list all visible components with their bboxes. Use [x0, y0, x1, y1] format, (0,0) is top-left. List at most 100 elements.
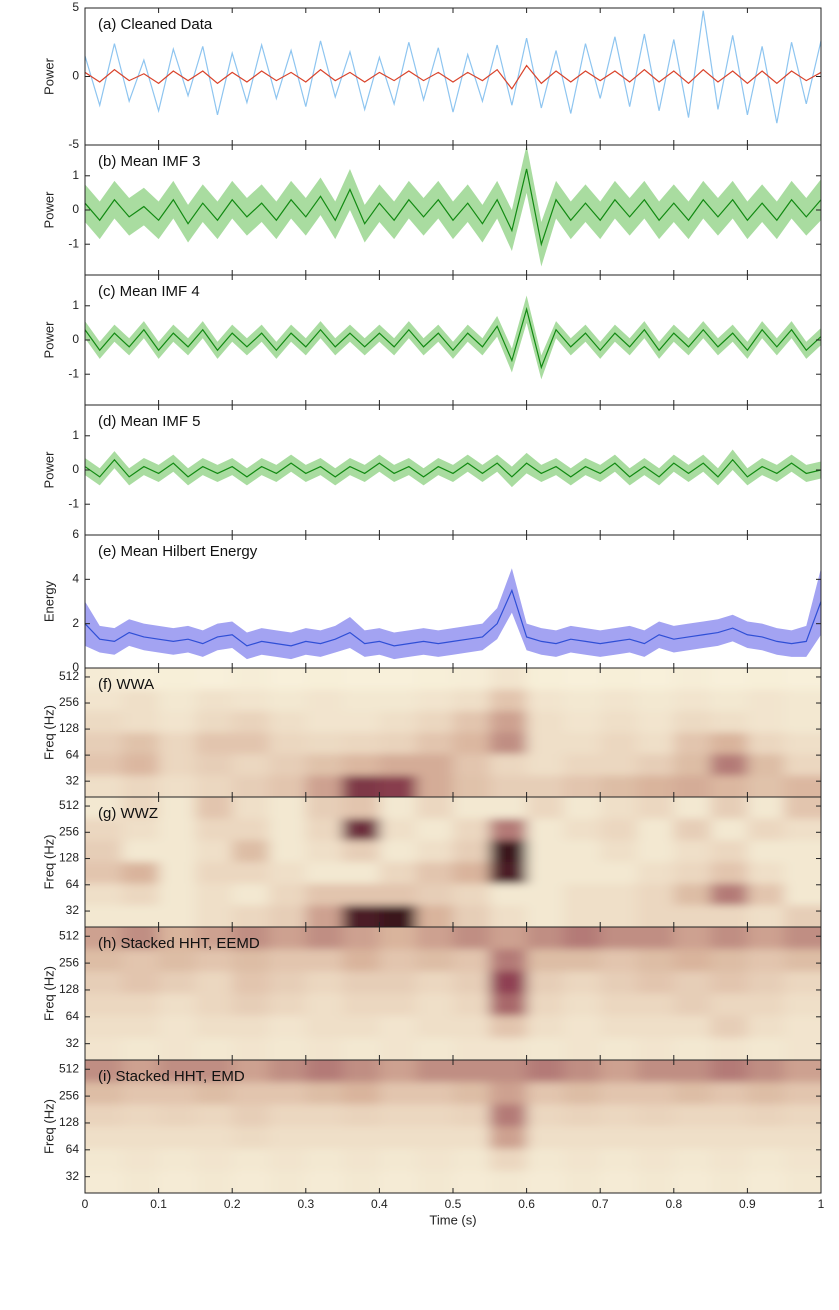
- y-tick-label: -1: [68, 236, 79, 250]
- heatmap-cell: [710, 732, 748, 755]
- heatmap-cell: [453, 840, 491, 863]
- panel: 32 64 128 256 512 Freq (Hz) (h) Stacked HHT, E…: [41, 926, 822, 1061]
- heatmap-cell: [600, 927, 638, 950]
- heatmap-cell: [453, 1148, 491, 1172]
- heatmap-cell: [710, 797, 748, 820]
- heatmap-cell: [121, 883, 160, 906]
- heatmap-cell: [85, 862, 123, 885]
- y-axis-label: Power: [41, 191, 56, 229]
- heatmap-cell: [342, 883, 380, 906]
- y-tick-label: 256: [59, 824, 79, 838]
- heatmap-cell: [305, 668, 344, 691]
- heatmap-cell: [637, 732, 675, 755]
- heatmap-cell: [195, 927, 233, 950]
- heatmap-cell: [121, 862, 160, 885]
- heatmap-cell: [305, 1104, 344, 1128]
- heatmap-cell: [600, 1104, 638, 1128]
- x-tick-label: 0: [82, 1197, 89, 1211]
- heatmap-cell: [489, 754, 528, 777]
- heatmap-cell: [526, 689, 564, 712]
- heatmap-cell: [342, 1060, 380, 1083]
- heatmap-cell: [342, 732, 380, 755]
- heatmap-cell: [342, 927, 380, 950]
- heatmap-cell: [195, 971, 233, 995]
- heatmap-cell: [784, 754, 821, 777]
- heatmap-cell: [453, 905, 491, 927]
- heatmap-cell: [563, 775, 601, 797]
- panel: -1 0 1 Power (d) Mean IMF 5: [41, 404, 822, 536]
- heatmap-cell: [195, 862, 233, 885]
- heatmap-cell: [195, 797, 233, 820]
- heatmap-cell: [600, 711, 638, 734]
- heatmap-cell: [526, 732, 564, 755]
- heatmap-cell: [673, 1037, 712, 1060]
- heatmap-cell: [710, 1060, 748, 1083]
- heatmap-cell: [232, 732, 270, 755]
- y-tick-label: 1: [72, 428, 79, 442]
- y-tick-label: 32: [66, 773, 80, 787]
- heatmap-cell: [563, 754, 601, 777]
- heatmap-cell: [158, 797, 196, 820]
- y-tick-label: 512: [59, 1061, 79, 1075]
- heatmap-cell: [232, 711, 270, 734]
- heatmap-cell: [379, 818, 417, 841]
- heatmap-cell: [710, 1170, 748, 1193]
- y-tick-label: 5: [72, 0, 79, 14]
- heatmap-cell: [563, 1170, 601, 1193]
- heatmap-cell: [195, 949, 233, 972]
- heatmap-cell: [453, 1060, 491, 1083]
- heatmap-cell: [600, 862, 638, 885]
- heatmap-cell: [600, 971, 638, 995]
- heatmap-cell: [563, 840, 601, 863]
- heatmap-cell: [342, 1082, 380, 1105]
- heatmap-cell: [710, 927, 748, 950]
- heatmap-cell: [195, 689, 233, 712]
- heatmap-cell: [269, 711, 307, 734]
- heatmap-cell: [121, 1015, 160, 1039]
- heatmap-cell: [489, 732, 528, 755]
- heatmap-cell: [489, 797, 528, 820]
- heatmap-cell: [158, 1170, 196, 1193]
- panel-title: (i) Stacked HHT, EMD: [98, 1068, 245, 1085]
- plot-area: [85, 295, 821, 380]
- heatmap-cell: [784, 1082, 821, 1105]
- heatmap-cell: [269, 840, 307, 863]
- heatmap-cell: [416, 797, 454, 820]
- heatmap-cell: [489, 1170, 528, 1193]
- heatmap-cell: [637, 883, 675, 906]
- heatmap-cell: [232, 1037, 270, 1060]
- heatmap-cell: [747, 1082, 785, 1105]
- heatmap-cell: [637, 949, 675, 972]
- heatmap-cell: [416, 668, 454, 691]
- heatmap-cell: [305, 1015, 344, 1039]
- heatmap-cell: [453, 732, 491, 755]
- panel-title: (b) Mean IMF 3: [98, 153, 201, 170]
- heatmap-cell: [489, 1148, 528, 1172]
- heatmap-cell: [637, 818, 675, 841]
- heatmap-cell: [453, 1082, 491, 1105]
- heatmap-cell: [637, 1015, 675, 1039]
- heatmap-cell: [784, 840, 821, 863]
- y-tick-label: 0: [72, 332, 79, 346]
- heatmap-cell: [379, 1148, 417, 1172]
- heatmap-cell: [342, 689, 380, 712]
- heatmap-cell: [563, 1148, 601, 1172]
- heatmap-cell: [85, 1060, 123, 1083]
- heatmap-cell: [673, 905, 712, 927]
- heatmap-cell: [600, 949, 638, 972]
- heatmap-cell: [747, 711, 785, 734]
- heatmap-cell: [747, 905, 785, 927]
- heatmap-cell: [489, 668, 528, 691]
- heatmap-cell: [489, 711, 528, 734]
- heatmap-cell: [673, 1126, 712, 1150]
- heatmap-cell: [747, 949, 785, 972]
- heatmap-cell: [489, 1082, 528, 1105]
- heatmap-cell: [416, 1170, 454, 1193]
- line: [85, 168, 821, 247]
- plot-area: [85, 1060, 821, 1193]
- heatmap-cell: [453, 949, 491, 972]
- heatmap-cell: [600, 905, 638, 927]
- heatmap-cell: [673, 689, 712, 712]
- heatmap-cell: [195, 711, 233, 734]
- heatmap-cell: [637, 668, 675, 691]
